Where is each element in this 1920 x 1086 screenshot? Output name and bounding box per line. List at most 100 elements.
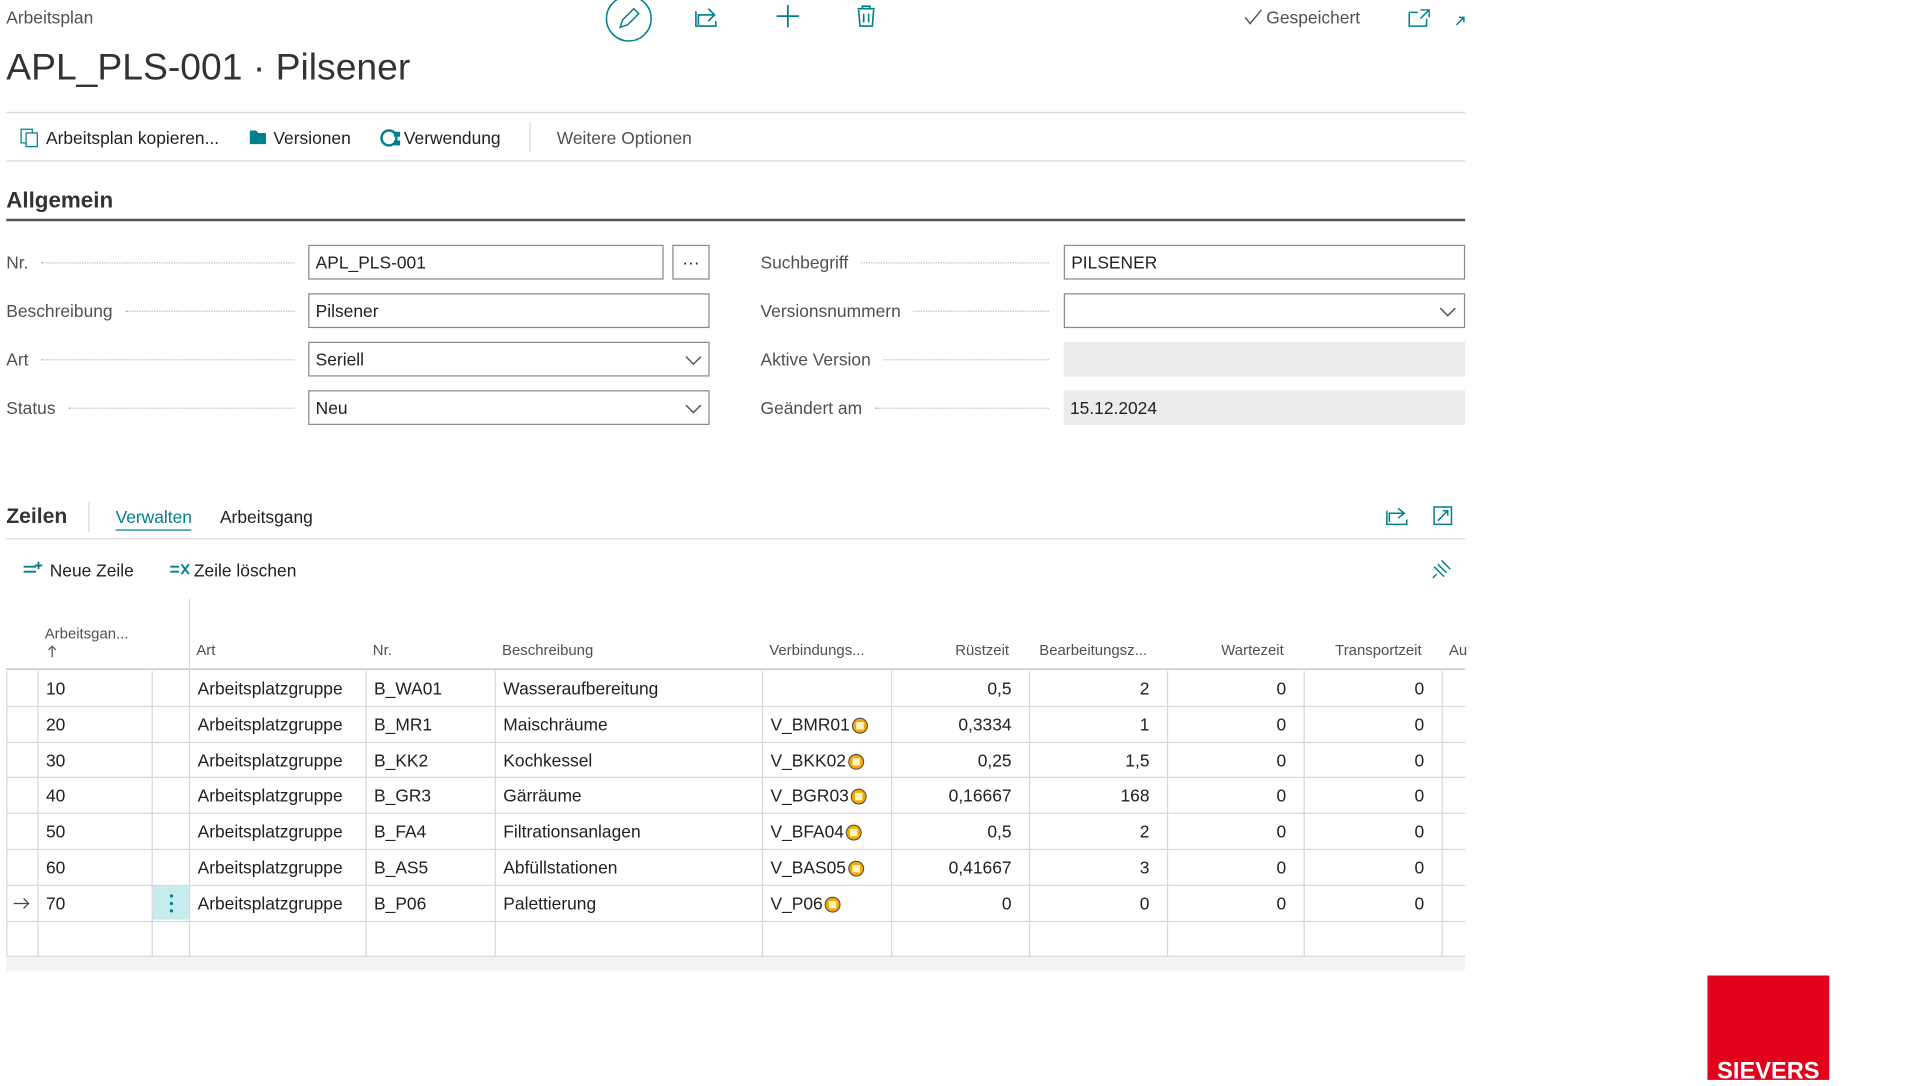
row-line [6,848,1466,851]
leader [883,358,1049,360]
column-header[interactable]: Art [196,641,216,659]
column-header[interactable]: Bearbeitungsz... [1039,641,1148,659]
section-title: Allgemein [6,187,114,213]
table-cell: 0 [1276,785,1287,806]
table-cell: 0 [1276,714,1287,735]
table-cell: Wasseraufbereitung [503,678,659,699]
table-cell: 0 [1414,785,1425,806]
pin-icon[interactable] [1429,557,1456,582]
action-delete-line[interactable]: Zeile löschen [193,560,297,581]
table-cell: 0,25 [977,750,1012,771]
row-menu[interactable] [165,894,177,914]
field-input[interactable]: Neu [308,390,710,426]
table-cell: V_BMR01 [770,714,850,735]
label-text: Status [6,397,56,418]
leader [125,310,295,312]
lookup-button[interactable]: ··· [672,244,710,280]
table-cell: Maischräume [503,714,608,735]
table-cell: 70 [45,893,66,914]
table-cell: Arbeitsplatzgruppe [197,821,343,842]
tab-operation[interactable]: Arbeitsgang [219,507,313,527]
section-underline [6,218,1466,222]
connection-icon [845,824,862,841]
connection-icon [824,896,841,913]
saved-status: Gespeichert [1266,7,1361,28]
column-header[interactable]: Au [1448,641,1468,659]
table-cell: B_MR1 [374,714,433,735]
table-cell: Arbeitsplatzgruppe [197,678,343,699]
label-text: Beschreibung [6,300,113,321]
field-input[interactable]: Pilsener [308,293,710,329]
field-label: Geändert am [761,390,1059,425]
versions-icon [249,130,266,145]
field-input[interactable]: Seriell [308,341,710,377]
label-text: Geändert am [760,397,863,418]
table-cell: Arbeitsplatzgruppe [197,714,343,735]
column-header[interactable]: Transportzeit [1335,641,1422,659]
field-input[interactable]: APL_PLS-001 [308,244,664,280]
dropdown-chevron[interactable] [683,403,703,415]
open-new-window[interactable] [1408,9,1430,27]
table-cell: B_P06 [374,893,427,914]
table-cell: Abfüllstationen [503,857,618,878]
table-cell: B_WA01 [374,678,443,699]
tab-manage[interactable]: Verwalten [115,507,192,531]
field-input[interactable] [1063,293,1466,329]
delete-button[interactable] [857,5,875,27]
row-line [6,741,1466,744]
action-more[interactable]: Weitere Optionen [556,127,692,148]
action-new-line[interactable]: Neue Zeile [49,560,134,581]
leader [860,261,1049,263]
column-header[interactable]: Rüstzeit [955,641,1010,659]
expand[interactable] [1455,16,1465,26]
action-copy[interactable]: Arbeitsplan kopieren... [45,127,220,148]
column-header[interactable]: Verbindungs... [769,641,865,659]
column-header[interactable]: Arbeitsgan... [44,625,129,643]
column-line [494,671,496,956]
connection-icon [851,717,868,734]
table-cell: 0 [1276,857,1287,878]
usage-icon [380,129,401,147]
table-cell: V_BKK02 [770,750,846,771]
expand-lines[interactable] [1433,506,1453,526]
field-input[interactable]: PILSENER [1063,244,1466,280]
divider [6,111,1466,114]
dropdown-chevron[interactable] [1438,306,1458,318]
lines-icons [1386,506,1453,526]
column-header[interactable]: Nr. [372,641,392,659]
table-cell: 10 [45,678,66,699]
field-input [1063,341,1466,377]
column-line [1303,671,1305,956]
row-line [6,812,1466,814]
label-text: Nr. [6,252,29,273]
share-button[interactable] [695,8,717,27]
column-header[interactable]: Wartezeit [1221,641,1284,659]
edit-button[interactable] [605,0,652,42]
column-line [188,598,191,956]
field-label: Versionsnummern [761,293,1059,328]
lines-title: Zeilen [6,504,68,529]
dropdown-chevron[interactable] [683,354,703,366]
toolbar-icons [605,0,875,42]
row-line [6,955,1466,957]
column-header[interactable]: Beschreibung [502,641,594,659]
action-versions[interactable]: Versionen [273,127,351,148]
table-cell: Filtrationsanlagen [503,821,641,842]
leader [67,406,295,409]
column-line [365,671,367,956]
label-text: Aktive Version [760,349,871,370]
table-cell: B_KK2 [374,750,429,771]
column-line [6,671,8,956]
column-line [151,671,153,956]
new-button[interactable] [776,4,800,28]
share-lines[interactable] [1386,507,1408,526]
window-icons [1408,9,1465,27]
table-cell: Arbeitsplatzgruppe [197,893,343,914]
table-cell: Gärräume [503,785,582,806]
row-line [6,705,1466,708]
table-cell: 168 [1120,785,1150,806]
column-line [37,671,39,956]
label-text: Suchbegriff [760,252,849,273]
table-cell: 0 [1276,821,1287,842]
action-usage[interactable]: Verwendung [403,127,501,148]
